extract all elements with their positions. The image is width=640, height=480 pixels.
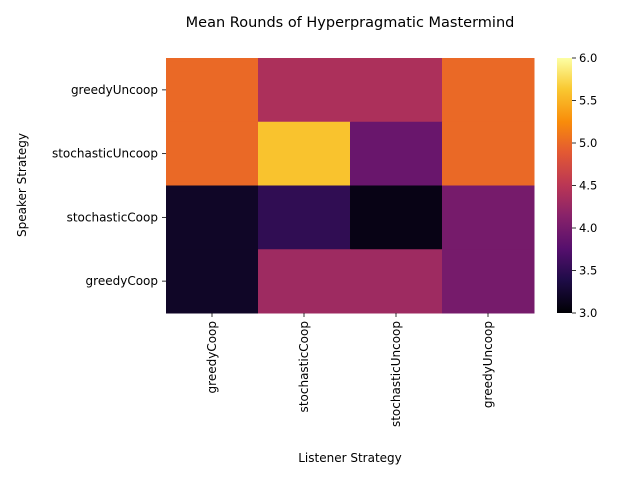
- heatmap-cell: [442, 185, 535, 250]
- heatmap-cell: [350, 185, 443, 250]
- heatmap-cell: [258, 249, 351, 314]
- colorbar: [557, 58, 572, 313]
- colorbar-ticks: 3.0 3.5 4.0 4.5 5.0 5.5 6.0: [572, 51, 597, 320]
- y-axis-ticks: greedyUncoop stochasticUncoop stochasticCo…: [52, 83, 166, 288]
- heatmap-cell: [166, 121, 259, 186]
- x-tick-label: greedyCoop: [205, 321, 219, 393]
- x-tick-label: stochasticCoop: [297, 321, 311, 412]
- heatmap-cell: [442, 249, 535, 314]
- heatmap-cell: [350, 249, 443, 314]
- heatmap-cell: [166, 58, 259, 123]
- y-tick-label: stochasticCoop: [67, 210, 158, 224]
- heatmap-cell: [258, 121, 351, 186]
- heatmap-cell: [258, 58, 351, 123]
- heatmap-cells: [166, 58, 535, 314]
- colorbar-tick-label: 6.0: [579, 51, 597, 65]
- colorbar-tick-label: 4.0: [579, 221, 597, 235]
- heatmap-cell: [350, 58, 443, 123]
- heatmap-cell: [442, 121, 535, 186]
- y-tick-label: stochasticUncoop: [52, 147, 158, 161]
- x-tick-label: greedyUncoop: [481, 321, 495, 408]
- x-tick-label: stochasticUncoop: [389, 321, 403, 427]
- colorbar-tick-label: 3.5: [579, 264, 597, 278]
- y-axis-label: Speaker Strategy: [15, 133, 29, 237]
- x-axis-label: Listener Strategy: [298, 451, 402, 465]
- colorbar-tick-label: 3.0: [579, 306, 597, 320]
- heatmap-cell: [442, 58, 535, 123]
- colorbar-tick-label: 5.0: [579, 136, 597, 150]
- heatmap-cell: [258, 185, 351, 250]
- heatmap-cell: [350, 121, 443, 186]
- heatmap-cell: [166, 185, 259, 250]
- heatmap-cell: [166, 249, 259, 314]
- colorbar-tick-label: 4.5: [579, 179, 597, 193]
- x-axis-ticks: greedyCoop stochasticCoop stochasticUncoop…: [205, 313, 495, 427]
- y-tick-label: greedyUncoop: [71, 83, 158, 97]
- colorbar-tick-label: 5.5: [579, 94, 597, 108]
- y-tick-label: greedyCoop: [86, 274, 158, 288]
- chart-title: Mean Rounds of Hyperpragmatic Mastermind: [186, 15, 515, 31]
